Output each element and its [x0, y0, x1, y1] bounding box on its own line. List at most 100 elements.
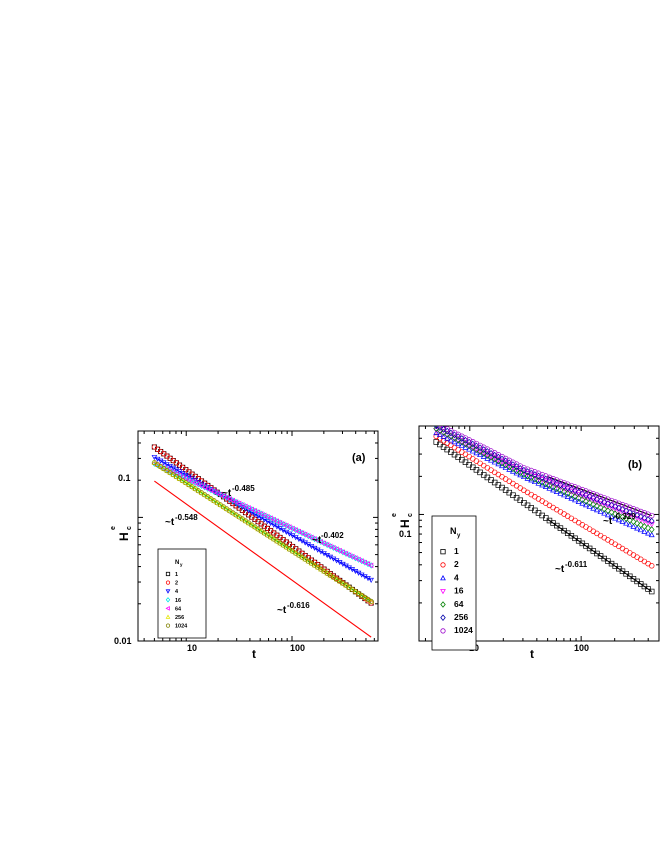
series-1-point: [648, 588, 655, 595]
series-4-point: [553, 488, 560, 494]
series-2-point: [612, 541, 618, 547]
series-64-point: [314, 537, 320, 544]
series-256-point: [161, 465, 167, 471]
series-4-point: [637, 526, 644, 533]
series-4-point: [539, 481, 546, 488]
series-2-point: [568, 515, 575, 522]
series-64-point: [245, 505, 251, 511]
legend-marker-4: [440, 575, 446, 581]
series-64-point: [590, 500, 597, 508]
series-2-point: [583, 524, 589, 530]
series-1024-point: [627, 504, 633, 511]
series-1024-point: [597, 493, 604, 500]
series-64-point: [299, 530, 305, 536]
series-64-point: [186, 477, 192, 483]
series-1024-point: [608, 497, 615, 504]
series-64-point: [208, 487, 214, 493]
series-4-point: [604, 511, 611, 518]
series-256-point: [211, 497, 217, 503]
series-64-point: [531, 475, 538, 483]
series-256-point: [261, 530, 268, 536]
series-64-point: [546, 482, 553, 489]
panel-b-ylabel: H e c: [391, 513, 414, 528]
series-4-point: [469, 447, 476, 454]
series-1024-point: [594, 492, 600, 498]
series-2-point: [550, 504, 556, 511]
series-4-point: [572, 496, 579, 503]
series-256-point: [311, 562, 318, 568]
legend-label-16: 16: [175, 598, 181, 604]
series-64-point: [333, 546, 339, 553]
series-256-point: [324, 570, 330, 576]
legend-label-64: 64: [175, 606, 182, 612]
series-4-point: [579, 500, 586, 506]
series-64-point: [220, 493, 226, 499]
series-64-point: [561, 488, 567, 496]
series-4-point: [546, 485, 553, 491]
series-2-point: [554, 506, 560, 513]
series-1024-point: [532, 469, 538, 475]
series-256-point: [608, 501, 615, 509]
series-64-point: [302, 531, 308, 538]
series-256-point: [302, 556, 308, 562]
series-256-point: [264, 532, 271, 538]
panel-b-frame: [418, 425, 660, 642]
series-16-point: [641, 519, 648, 525]
panel-a-annotation-616: ~t -0.616: [277, 601, 310, 616]
series-4-point: [568, 495, 575, 501]
series-64-point: [358, 558, 364, 564]
panel-b-xlabel: t: [530, 647, 534, 661]
panel-a-annotation-616-text: ~t: [277, 605, 287, 616]
series-64-point: [179, 474, 185, 480]
series-4-point: [597, 508, 604, 514]
series-256-point: [248, 522, 255, 528]
series-1024-point: [583, 488, 589, 494]
series-4-point: [626, 521, 633, 528]
panel-a-xlabel: t: [252, 647, 256, 661]
series-1024-point: [524, 466, 531, 472]
panel-b-ylabel-sup: e: [391, 513, 398, 517]
series-2-point: [586, 526, 593, 532]
series-64-point: [289, 525, 295, 532]
series-256-point: [242, 518, 249, 524]
series-4-point: [524, 475, 531, 481]
panel-a-legend-entries: 1 2 4 16 64 256 1024: [165, 571, 188, 630]
panel-a-legend-box: [157, 548, 207, 639]
series-4-point: [462, 444, 469, 450]
series-256-point: [330, 574, 337, 580]
series-2-point: [535, 496, 542, 502]
series-64-point: [513, 467, 520, 475]
panel-b: (b) t H e c 0.1 10 100 ~t -0.329 ~t -0.6…: [391, 425, 660, 661]
series-256-point: [355, 590, 362, 596]
series-64-point: [311, 536, 317, 542]
series-256-point: [365, 596, 371, 602]
series-64-point: [211, 488, 217, 495]
series-256-point: [236, 514, 243, 520]
series-256-point: [314, 564, 321, 570]
series-256-point: [192, 485, 199, 491]
series-256-point: [274, 538, 280, 544]
series-1024-point: [641, 510, 648, 516]
series-64-point: [495, 457, 502, 465]
series-2-point: [601, 534, 607, 541]
series-4-point: [531, 478, 538, 485]
panel-b-annotation-611-text: ~t: [555, 564, 565, 575]
series-16-point: [615, 508, 622, 515]
series-64-point: [321, 540, 327, 547]
legend-marker-4: [165, 589, 171, 594]
series-64-point: [280, 521, 286, 527]
series-16-point: [630, 514, 637, 521]
panel-a-legend: N y 1 2 4 16 64 256 1024: [157, 548, 207, 639]
series-64-point: [226, 496, 232, 502]
series-256-point: [362, 594, 368, 600]
series-4-point: [447, 437, 454, 443]
series-2-point: [627, 550, 633, 556]
series-64-point: [623, 515, 629, 523]
series-256-point: [204, 493, 211, 499]
series-256-point: [239, 516, 246, 522]
panel-a-ytick-0.1: 0.1: [118, 473, 131, 483]
panel-b-legend-title: N: [450, 526, 457, 536]
series-256-point: [270, 536, 277, 542]
series-2-point: [590, 528, 597, 535]
series-64-point: [502, 461, 509, 469]
